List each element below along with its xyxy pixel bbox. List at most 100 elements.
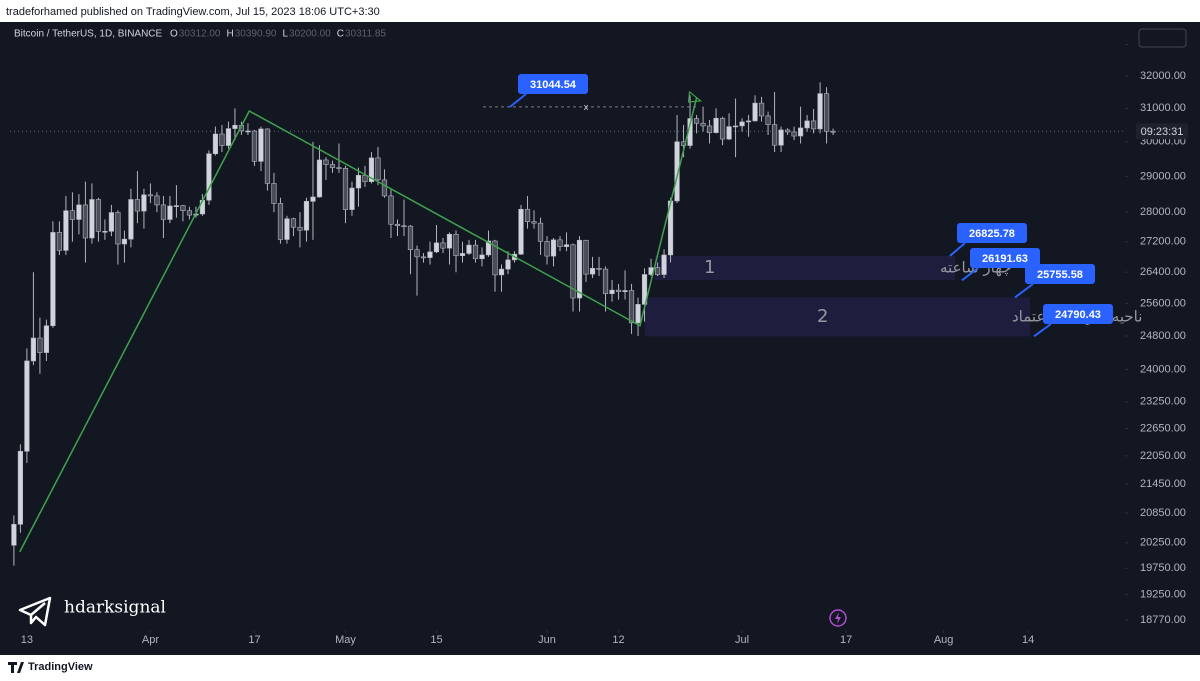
y-tick-label: 32000.00 [1140,70,1186,82]
scale-button[interactable] [1138,28,1187,48]
ohlc-key: H [227,29,234,40]
target-marker: x [584,102,589,112]
candle-body [336,167,342,169]
candle-body [589,268,596,275]
candle-body [804,120,810,129]
x-tick-label: Aug [934,634,954,646]
candle-body [661,254,667,275]
candle-body [544,241,550,257]
candle-body [212,133,219,155]
candle-body [173,205,180,207]
y-tick-label: 19750.00 [1140,562,1186,574]
candle-body [82,204,89,239]
candle-body [823,93,830,132]
y-tick-label: 31000.00 [1140,102,1186,114]
ohlc-key: O [170,29,178,40]
candle-body [11,523,17,546]
candle-body [414,249,420,258]
candle-body [615,289,622,293]
ohlc-key: C [337,29,344,40]
candle-body [89,199,95,239]
candle-body [24,360,30,452]
candle-body [758,102,765,117]
candle-body [381,179,388,197]
candle-body [30,337,37,362]
callout-pointer [949,242,966,257]
callout-box [1025,264,1095,284]
ohlc-value: 30312.00 [179,29,221,40]
candle-body [596,268,602,270]
x-tick-label: Apr [142,634,159,646]
y-tick-label: 27200.00 [1140,236,1186,248]
x-tick-label: May [335,634,356,646]
candle-body [583,239,589,275]
callout-box [957,223,1027,243]
candle-body [115,212,121,245]
candle-body [225,128,232,146]
x-tick-label: Jun [538,634,556,646]
candle-body [492,240,498,276]
candle-body [524,208,531,222]
candle-body [752,102,758,122]
candle-body [407,225,414,250]
candle-body [69,210,76,220]
candle-body [355,175,362,189]
candle-body [654,267,661,275]
x-tick-label: 15 [430,634,442,646]
candle-body [375,157,381,181]
candle-body [550,239,557,257]
candle-body [271,183,277,204]
candle-body [700,122,706,127]
candle-body [446,233,453,249]
candle-body [459,253,466,257]
candle-body [76,204,82,220]
candle-body [290,218,297,228]
y-tick-label: 29000.00 [1140,170,1186,182]
candle-body [563,244,570,247]
x-tick-label: Jul [735,634,749,646]
candle-body [303,200,310,231]
callout-box [1043,304,1113,324]
alert-icon[interactable] [829,609,847,627]
candle-body [557,239,563,247]
candle-body [602,268,609,294]
x-tick-label: 17 [840,634,852,646]
candle-body [186,210,193,216]
candle-body [134,199,141,212]
footer-logo [8,662,24,673]
candle-body [472,244,479,260]
candle-body [830,130,836,133]
y-tick-label: 18770.00 [1140,614,1186,626]
watermark-text: hdarksignal [64,598,166,618]
candle-body [180,205,186,212]
y-tick-label: 28000.00 [1140,206,1186,218]
trendline-arrow [687,90,703,103]
zone-number: 1 [704,257,715,278]
callout-label: 26191.63 [982,253,1028,265]
candle-body [537,222,544,242]
candle-body [219,133,225,146]
candle-body [732,125,739,128]
candle-body [791,131,797,137]
candle-body [453,233,459,257]
candle-body [466,244,472,254]
y-tick-label: 25600.00 [1140,297,1186,309]
y-tick-label: 22050.00 [1140,450,1186,462]
candle-body [245,130,251,133]
candle-body [167,205,173,220]
countdown-tag [1136,123,1188,140]
callout-label: 26825.78 [969,228,1015,240]
chart-title: Bitcoin / TetherUS, 1D, BINANCE [14,29,163,40]
candle-body [797,127,804,137]
candle-body [713,117,719,133]
candle-body [498,268,505,276]
candle-body [160,204,167,220]
candle-body [726,126,732,140]
candle-body [56,232,63,251]
candle-body [284,218,290,240]
candle-body [635,304,641,324]
candle-body [479,254,485,260]
ohlc-key: L [282,29,288,40]
zone [645,297,1030,337]
